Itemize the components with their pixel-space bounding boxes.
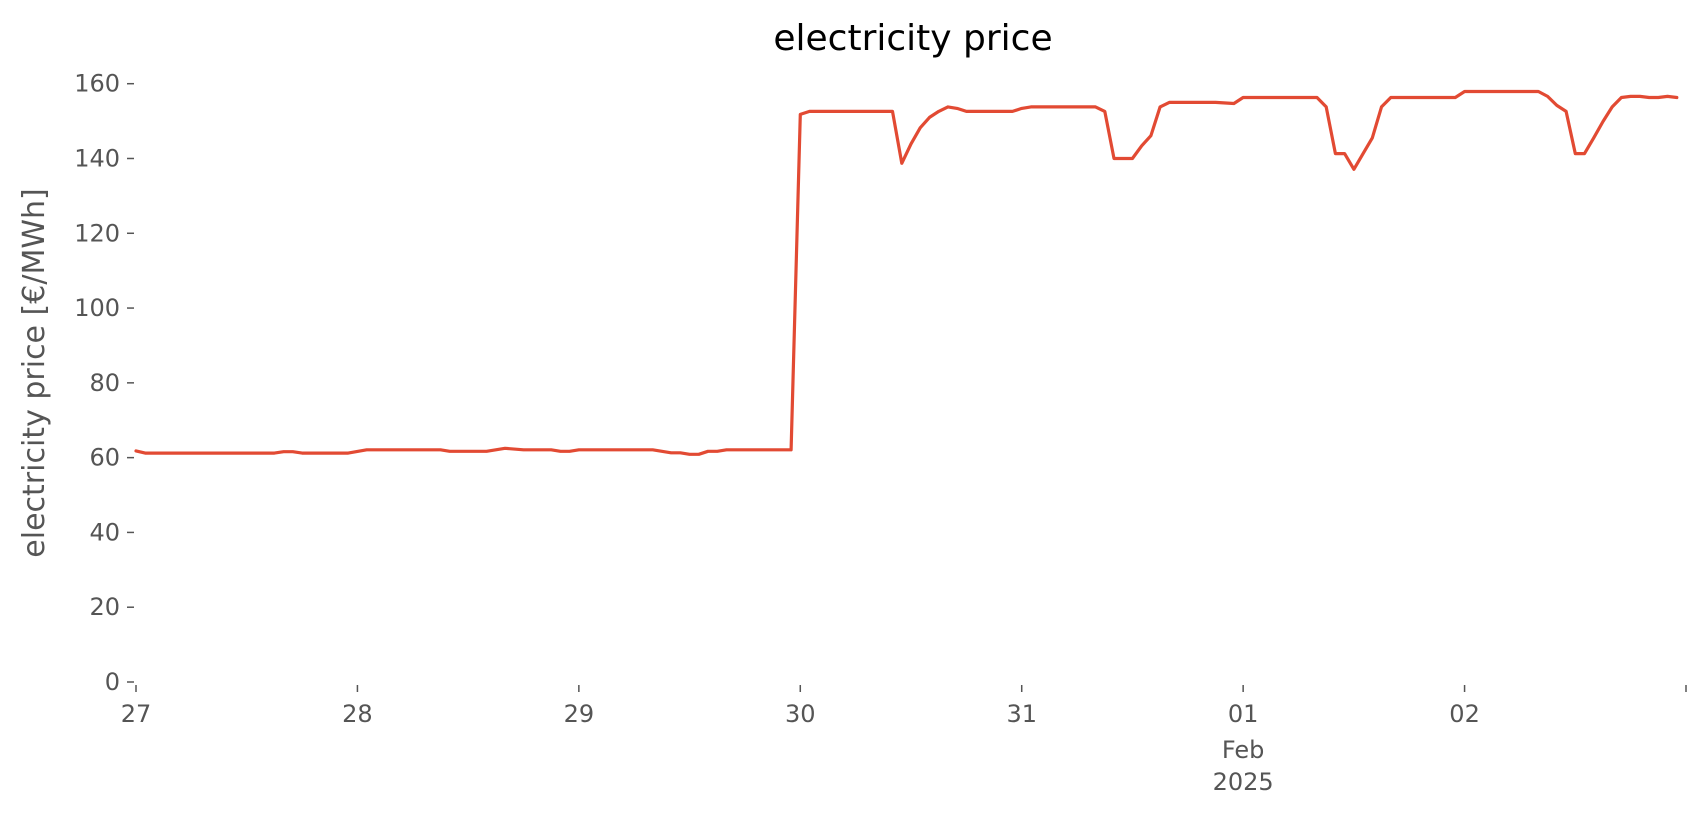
series-line-0 [134,89,1679,456]
y-tick-label: 80 [89,369,120,397]
y-tick-label: 140 [74,144,120,172]
plot-area [134,89,1679,456]
x-tick-label: 01 [1228,700,1259,728]
chart-title: electricity price [773,18,1052,59]
x-tick-label: 29 [564,700,595,728]
y-tick-label: 20 [89,593,120,621]
y-tick-label: 60 [89,444,120,472]
y-axis: 0 20 40 60 80 100 120 140 160 [74,70,134,696]
y-tick-label: 160 [74,70,120,98]
y-tick-label: 40 [89,518,120,546]
x-tick-sublabel: 2025 [1213,768,1274,796]
x-tick-label: 30 [785,700,816,728]
x-axis: 27 28 29 30 31 01 Feb 2025 02 [121,685,1687,796]
y-axis-label: electricity price [€/MWh] [17,188,52,557]
x-tick-label: 28 [342,700,373,728]
y-tick-label: 120 [74,219,120,247]
x-tick-label: 02 [1449,700,1480,728]
x-tick-sublabel: Feb [1222,736,1265,764]
y-tick-label: 100 [74,294,120,322]
x-tick-label: 31 [1006,700,1037,728]
x-tick-label: 27 [121,700,152,728]
y-tick-label: 0 [105,668,120,696]
